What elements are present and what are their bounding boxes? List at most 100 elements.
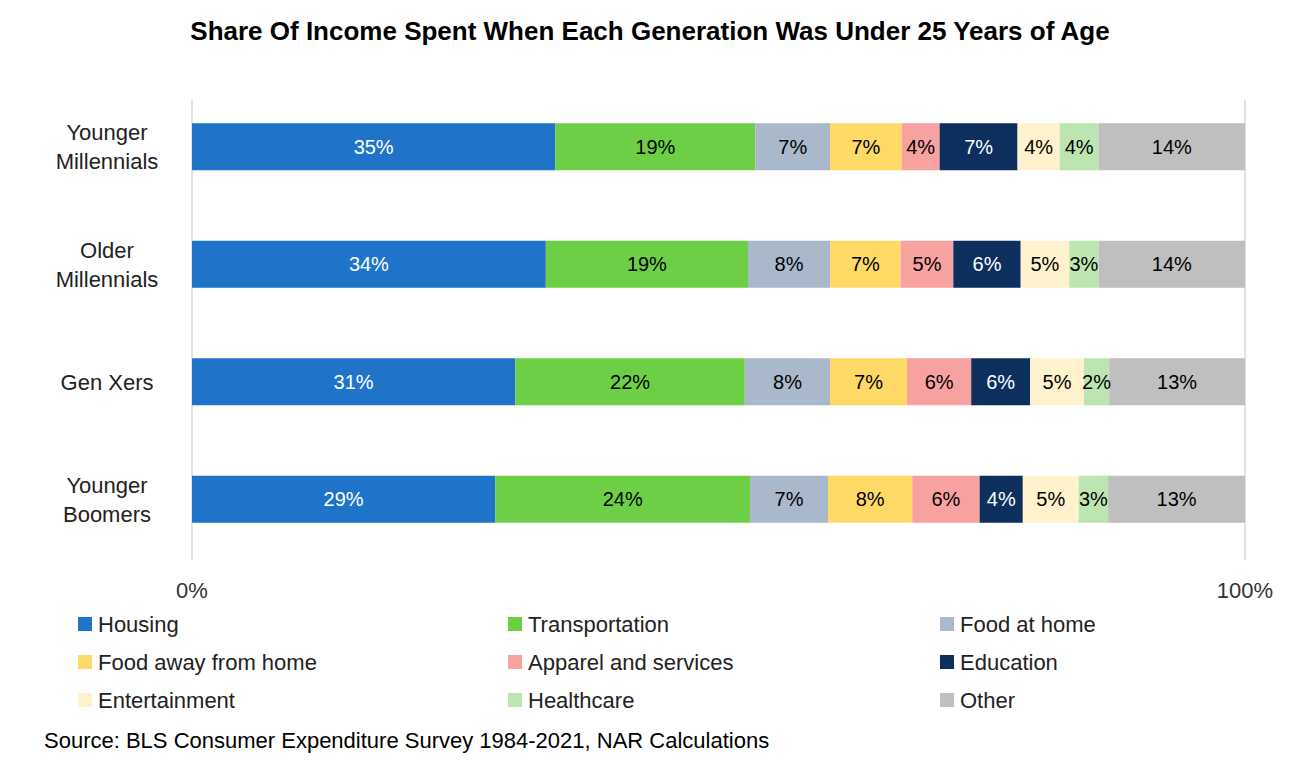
- category-label-line: Millennials: [56, 149, 159, 174]
- legend-label: Apparel and services: [528, 650, 733, 675]
- bar-segment: [192, 358, 515, 405]
- legend-swatch: [940, 617, 954, 631]
- data-label: 7%: [778, 136, 807, 158]
- category-label-line: Younger: [66, 473, 147, 498]
- tick-label: 100%: [1217, 578, 1273, 603]
- data-label: 19%: [627, 253, 667, 275]
- category-label: Younger Boomers: [63, 473, 151, 527]
- legend-label: Other: [960, 688, 1015, 713]
- data-label: 4%: [1024, 136, 1053, 158]
- data-label: 6%: [986, 371, 1015, 393]
- bar-segment: [1069, 241, 1098, 288]
- data-label: 4%: [1065, 136, 1094, 158]
- category-label-line: Millennials: [56, 267, 159, 292]
- category-label-line: Boomers: [63, 502, 151, 527]
- data-label: 31%: [334, 371, 374, 393]
- bar-segment: [1018, 123, 1060, 170]
- bar-segment: [1060, 123, 1099, 170]
- legend-swatch: [78, 693, 92, 707]
- data-label: 14%: [1152, 136, 1192, 158]
- data-label: 7%: [964, 136, 993, 158]
- data-label: 24%: [603, 488, 643, 510]
- data-label: 7%: [775, 488, 804, 510]
- tick-label: 0%: [176, 578, 208, 603]
- background: [0, 0, 1300, 772]
- legend-label: Education: [960, 650, 1058, 675]
- legend-swatch: [940, 655, 954, 669]
- chart: Share Of Income Spent When Each Generati…: [0, 0, 1300, 772]
- data-label: 4%: [906, 136, 935, 158]
- category-label: Younger Millennials: [56, 120, 159, 174]
- bars: [192, 123, 1245, 523]
- data-label: 6%: [931, 488, 960, 510]
- data-label: 5%: [1030, 253, 1059, 275]
- data-label: 34%: [349, 253, 389, 275]
- source: Source: BLS Consumer Expenditure Survey …: [44, 728, 769, 753]
- category-label-line: Younger: [66, 120, 147, 145]
- bar-segment: [953, 241, 1020, 288]
- bar-segment: [745, 358, 830, 405]
- bar-segment: [546, 241, 748, 288]
- title: Share Of Income Spent When Each Generati…: [190, 16, 1109, 46]
- data-label: 3%: [1069, 253, 1098, 275]
- bar-segment: [1109, 358, 1245, 405]
- data-label: 35%: [354, 136, 394, 158]
- data-label: 6%: [973, 253, 1002, 275]
- bar-segment: [495, 476, 750, 523]
- bar-segment: [555, 123, 755, 170]
- title-line: Share Of Income Spent When Each Generati…: [190, 16, 1109, 46]
- data-label: 4%: [987, 488, 1016, 510]
- data-label: 8%: [775, 253, 804, 275]
- bar-segment: [907, 358, 971, 405]
- bar-segment: [1023, 476, 1079, 523]
- data-label: 2%: [1082, 371, 1111, 393]
- bar-segment: [1099, 241, 1245, 288]
- data-label: 14%: [1152, 253, 1192, 275]
- legend: HousingTransportationFood at homeFood aw…: [78, 612, 1096, 713]
- bar-segment: [192, 476, 495, 523]
- legend-swatch: [508, 693, 522, 707]
- bar-segment: [830, 241, 901, 288]
- legend-swatch: [78, 617, 92, 631]
- bar-segment: [1108, 476, 1245, 523]
- data-label: 3%: [1079, 488, 1108, 510]
- data-label: 5%: [1036, 488, 1065, 510]
- bar-segment: [750, 476, 828, 523]
- category-label: Gen Xers: [61, 370, 154, 395]
- legend-swatch: [940, 693, 954, 707]
- data-label: 5%: [913, 253, 942, 275]
- bar-segment: [902, 123, 940, 170]
- legend-label: Entertainment: [98, 688, 235, 713]
- legend-label: Food at home: [960, 612, 1096, 637]
- legend-swatch: [78, 655, 92, 669]
- bar-segment: [830, 123, 902, 170]
- legend-label: Transportation: [528, 612, 669, 637]
- bar-segment: [192, 123, 555, 170]
- data-label: 6%: [925, 371, 954, 393]
- x-axis: 0% 100%: [176, 100, 1273, 603]
- data-label: 7%: [851, 136, 880, 158]
- bar-segment: [980, 476, 1023, 523]
- legend-swatch: [508, 655, 522, 669]
- data-label: 8%: [773, 371, 802, 393]
- data-label: 7%: [851, 253, 880, 275]
- data-label: 7%: [854, 371, 883, 393]
- data-label: 8%: [856, 488, 885, 510]
- bar-segment: [1079, 476, 1108, 523]
- page: {"chart_data": { "type": "bar", "title":…: [0, 0, 1300, 772]
- data-labels: 35% 19% 7% 7% 4% 7% 4% 4% 14% 34% 19% 8% 7% 5% 6% 5% 3% 1…: [324, 136, 1198, 511]
- data-label: 13%: [1157, 488, 1197, 510]
- legend-label: Food away from home: [98, 650, 317, 675]
- data-label: 22%: [610, 371, 650, 393]
- category-label-line: Gen Xers: [61, 370, 154, 395]
- bar-segment: [1021, 241, 1069, 288]
- bar-segment: [828, 476, 912, 523]
- bar-segment: [1030, 358, 1084, 405]
- category-label-line: Older: [80, 238, 134, 263]
- data-label: 29%: [324, 488, 364, 510]
- category-labels: Younger Millennials Older Millennials Gen Xe…: [56, 120, 159, 527]
- data-label: 19%: [635, 136, 675, 158]
- data-label: 13%: [1157, 371, 1197, 393]
- bar-segment: [748, 241, 830, 288]
- category-label: Older Millennials: [56, 238, 159, 292]
